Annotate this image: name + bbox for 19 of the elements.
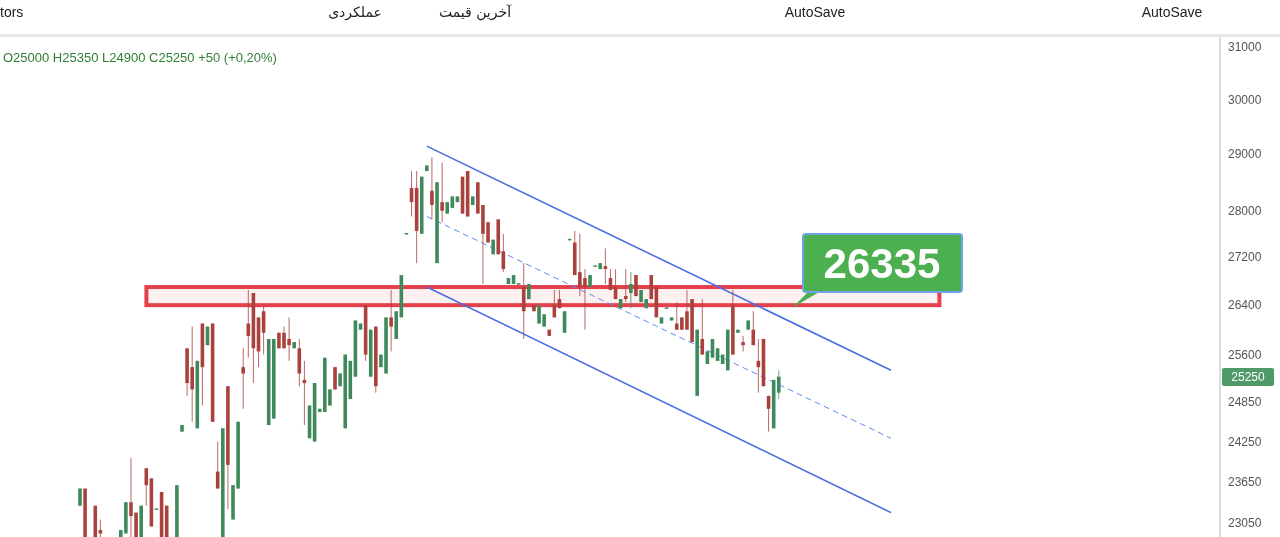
text: 25250 bbox=[1231, 370, 1266, 384]
text: عملکردی bbox=[328, 4, 382, 21]
annotation: 26335 bbox=[823, 239, 941, 287]
annotation: O25000 H25350 L24900 C25250 +50 (+0,20%) bbox=[3, 49, 277, 65]
y-tick-label: 29000 bbox=[1228, 147, 1262, 162]
y-tick-label: 31000 bbox=[1228, 40, 1262, 55]
y-tick-label: 23650 bbox=[1228, 474, 1262, 489]
text: AutoSave bbox=[784, 4, 846, 20]
text: tors bbox=[0, 4, 24, 20]
y-tick-label: 23050 bbox=[1228, 516, 1262, 531]
text: آخرین قیمت bbox=[438, 4, 513, 21]
y-tick-label: 27200 bbox=[1228, 250, 1262, 265]
y-tick-label: 26400 bbox=[1228, 298, 1262, 313]
y-tick-label: 24250 bbox=[1228, 434, 1262, 449]
y-tick-label: 25600 bbox=[1228, 347, 1262, 362]
y-tick-label: 30000 bbox=[1228, 92, 1262, 107]
y-tick-label: 28000 bbox=[1228, 203, 1262, 218]
y-tick-label: 24850 bbox=[1228, 395, 1262, 410]
text: AutoSave bbox=[1141, 4, 1203, 20]
